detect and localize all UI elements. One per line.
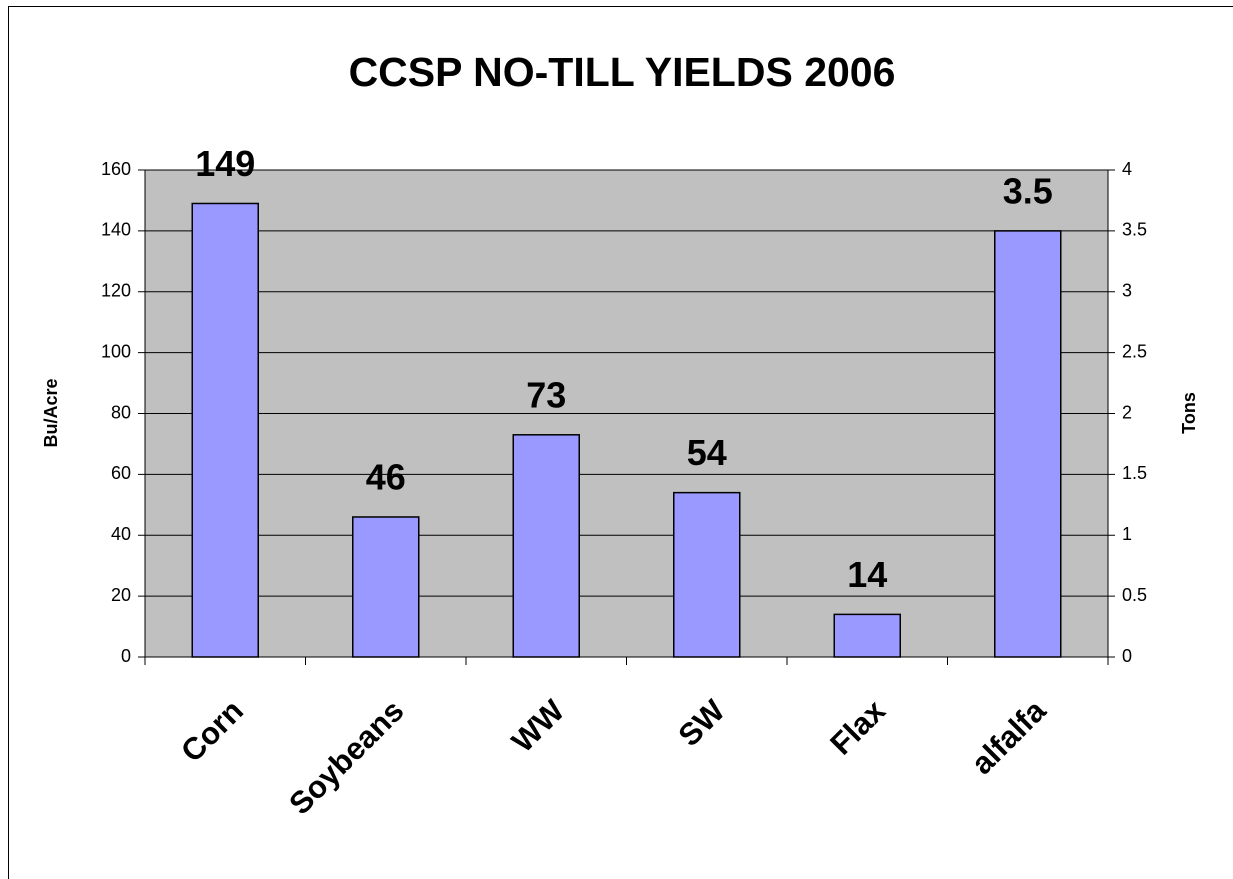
bar <box>833 613 901 658</box>
y-tick-label: 80 <box>111 402 131 422</box>
data-label: 14 <box>847 554 887 595</box>
y2-tick-label: 0.5 <box>1122 585 1147 605</box>
chart-title: CCSP NO-TILL YIELDS 2006 <box>349 49 896 95</box>
y-tick-label: 100 <box>101 341 131 361</box>
bar <box>994 230 1062 658</box>
y-tick-label: 120 <box>101 281 131 301</box>
y-axis-label: Bu/Acre <box>41 378 61 447</box>
y-tick-label: 160 <box>101 159 131 179</box>
y2-tick-label: 4 <box>1122 159 1132 179</box>
y-tick-label: 140 <box>101 220 131 240</box>
data-label: 73 <box>526 374 566 415</box>
y2-tick-label: 1.5 <box>1122 463 1147 483</box>
data-label: 54 <box>687 432 727 473</box>
bar <box>673 491 741 658</box>
data-label: 46 <box>366 457 406 498</box>
y-tick-label: 0 <box>121 646 131 666</box>
y-tick-label: 40 <box>111 524 131 544</box>
y-tick-label: 60 <box>111 463 131 483</box>
y2-tick-label: 1 <box>1122 524 1132 544</box>
bar <box>352 516 420 658</box>
y2-tick-label: 2.5 <box>1122 341 1147 361</box>
y2-tick-label: 0 <box>1122 646 1132 666</box>
bar <box>191 202 259 658</box>
y2-tick-label: 3 <box>1122 281 1132 301</box>
data-label: 3.5 <box>1003 170 1053 211</box>
data-label: 149 <box>195 143 255 184</box>
y2-tick-label: 2 <box>1122 402 1132 422</box>
y2-tick-label: 3.5 <box>1122 220 1147 240</box>
y-tick-label: 20 <box>111 585 131 605</box>
y2-axis-label: Tons <box>1179 392 1199 434</box>
bar <box>512 434 580 658</box>
